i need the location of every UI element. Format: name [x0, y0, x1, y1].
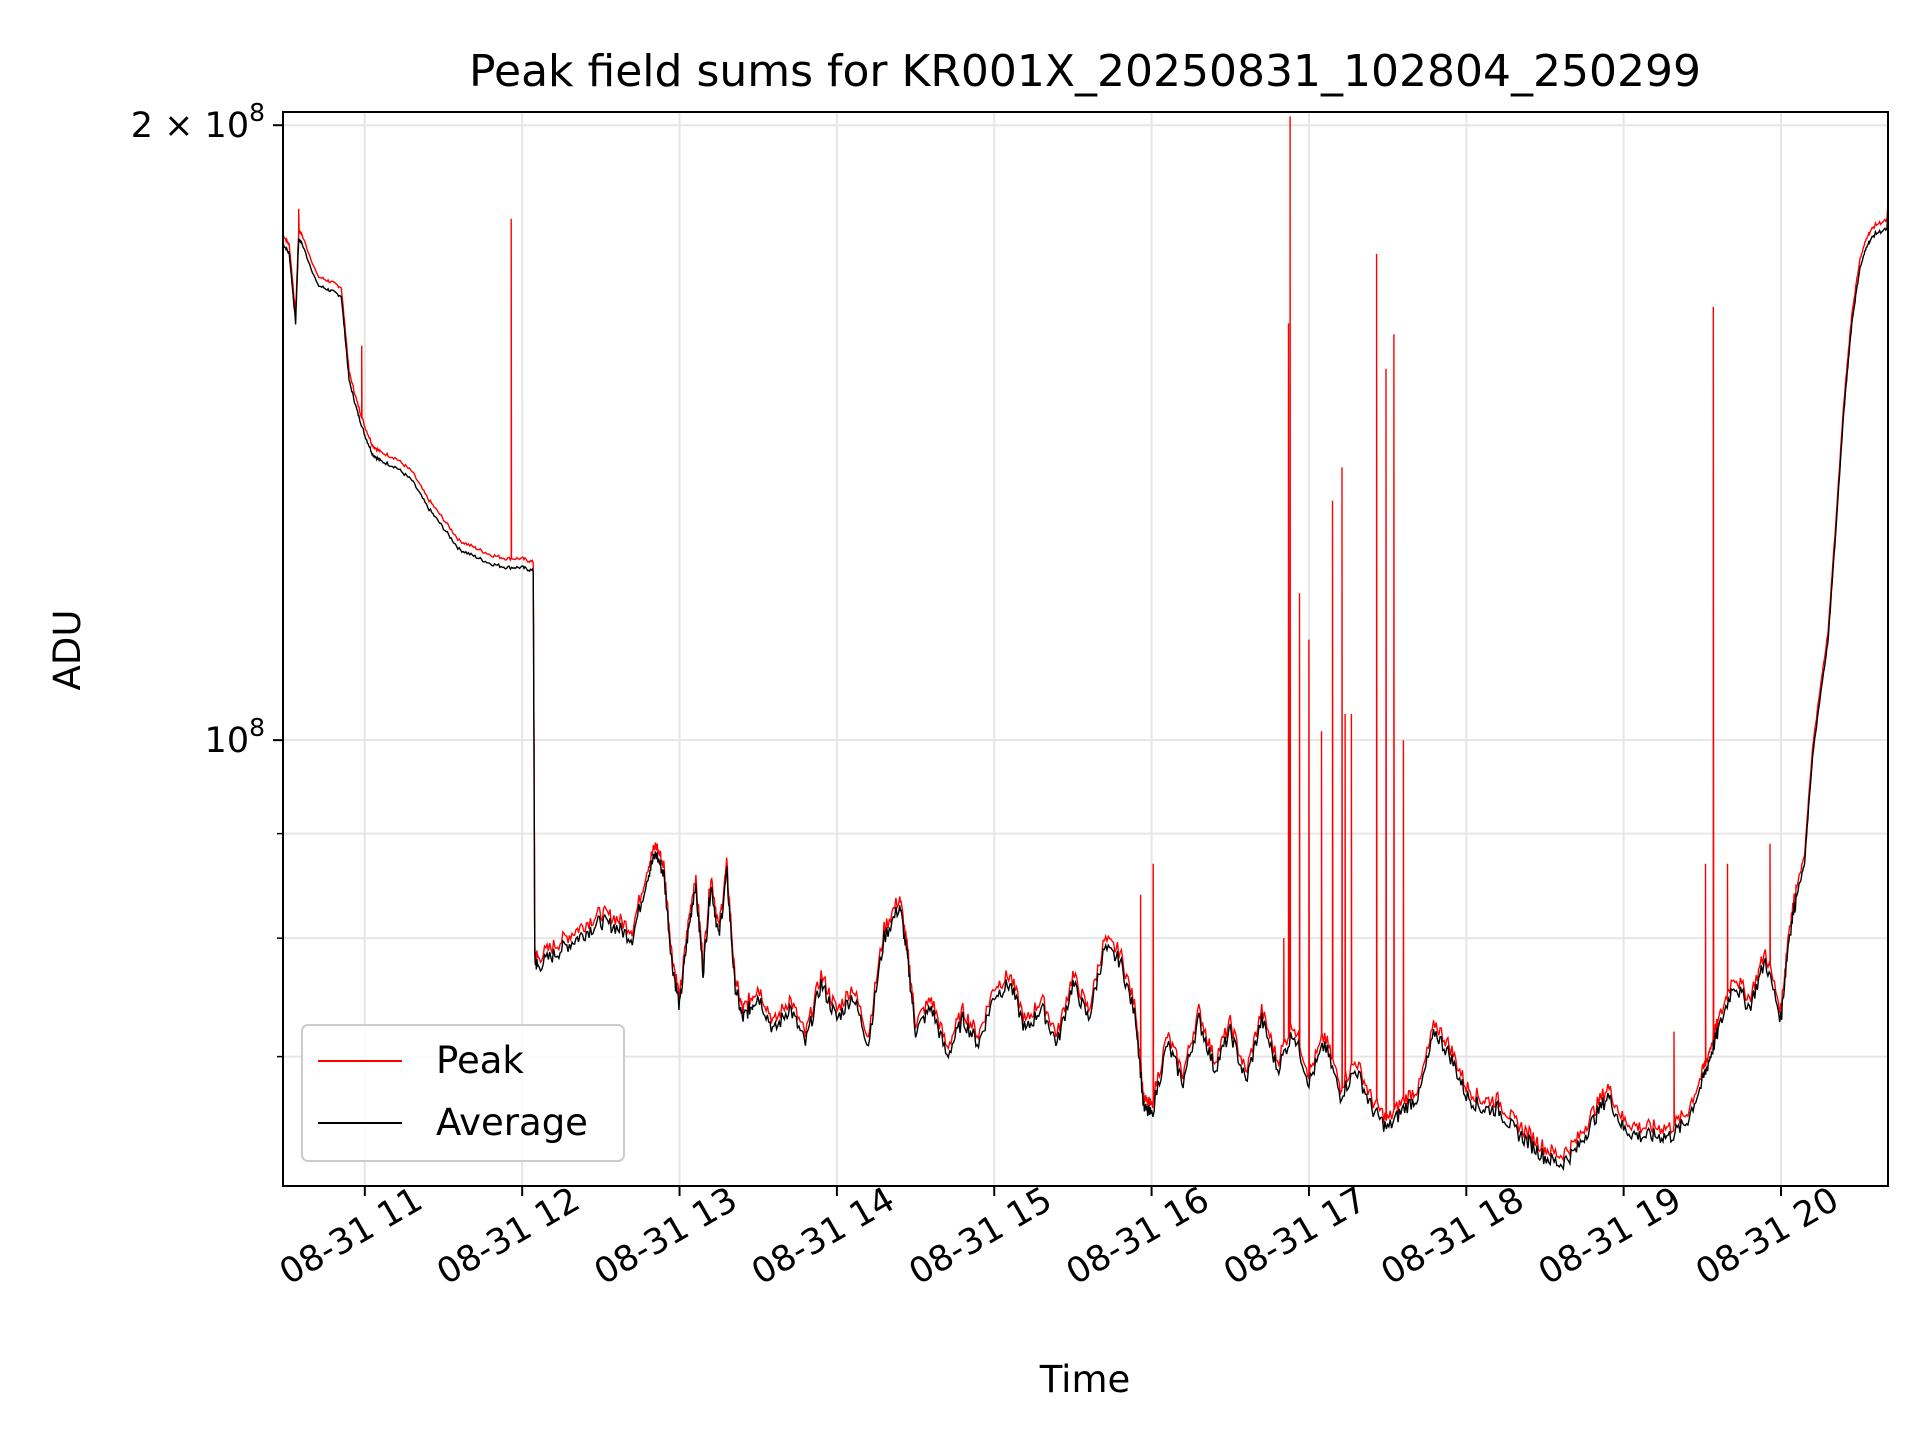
- x-axis: 08-31 11 08-31 12 08-31 13 08-31 14 08-31 15…: [273, 1180, 1845, 1293]
- x-tick-label: 08-31 11: [273, 1180, 429, 1293]
- x-axis-label: Time: [1039, 1358, 1131, 1401]
- legend-label-peak: Peak: [436, 1039, 524, 1082]
- legend-box: [301, 1024, 625, 1162]
- y-tick-label: 108: [205, 713, 265, 761]
- axes-frame: [282, 111, 1889, 1187]
- legend: Peak Average: [301, 1024, 625, 1162]
- y-axis-label: ADU: [46, 610, 89, 691]
- plot-area: [282, 116, 1889, 1172]
- grid: [283, 112, 1888, 1186]
- x-tick-label: 08-31 18: [1375, 1180, 1531, 1293]
- y-axis: 108 2 × 108: [131, 98, 283, 1058]
- chart-title: Peak field sums for KR001X_20250831_1028…: [469, 46, 1701, 97]
- x-tick-label: 08-31 15: [903, 1180, 1059, 1293]
- x-tick-label: 08-31 17: [1217, 1180, 1373, 1293]
- series-line-peak: [282, 116, 1889, 1163]
- x-tick-label: 08-31 16: [1060, 1180, 1216, 1293]
- x-tick-label: 08-31 14: [745, 1180, 901, 1293]
- x-tick-label: 08-31 13: [588, 1180, 744, 1293]
- legend-label-average: Average: [436, 1101, 588, 1144]
- x-tick-label: 08-31 20: [1689, 1180, 1845, 1293]
- series-line-average: [282, 208, 1889, 1172]
- x-tick-label: 08-31 12: [431, 1180, 587, 1293]
- y-tick-label: 2 × 108: [131, 98, 265, 146]
- x-tick-label: 08-31 19: [1532, 1180, 1688, 1293]
